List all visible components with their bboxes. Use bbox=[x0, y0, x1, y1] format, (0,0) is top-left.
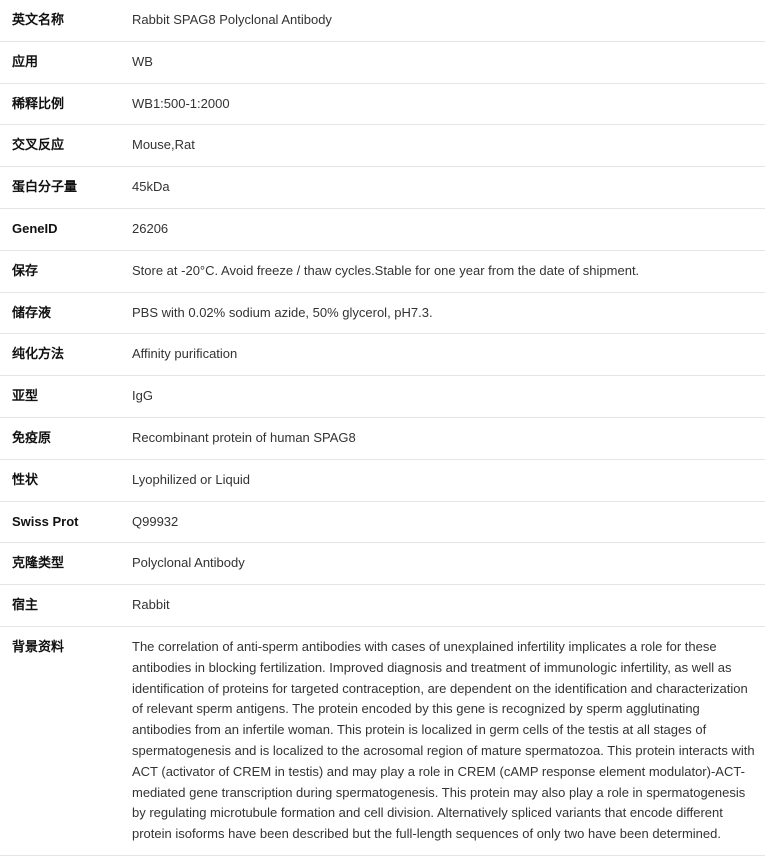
spec-value: Recombinant protein of human SPAG8 bbox=[120, 417, 765, 459]
spec-value: Mouse,Rat bbox=[120, 125, 765, 167]
spec-value: Lyophilized or Liquid bbox=[120, 459, 765, 501]
spec-label: 背景资料 bbox=[0, 626, 120, 855]
table-row: 性状Lyophilized or Liquid bbox=[0, 459, 765, 501]
spec-value: Affinity purification bbox=[120, 334, 765, 376]
table-row: 英文名称Rabbit SPAG8 Polyclonal Antibody bbox=[0, 0, 765, 41]
table-row: 蛋白分子量45kDa bbox=[0, 167, 765, 209]
spec-value: 26206 bbox=[120, 208, 765, 250]
spec-value: Polyclonal Antibody bbox=[120, 543, 765, 585]
spec-label: 宿主 bbox=[0, 585, 120, 627]
spec-label: 性状 bbox=[0, 459, 120, 501]
spec-label: 克隆类型 bbox=[0, 543, 120, 585]
spec-value: WB bbox=[120, 41, 765, 83]
spec-label: 纯化方法 bbox=[0, 334, 120, 376]
table-row: 交叉反应Mouse,Rat bbox=[0, 125, 765, 167]
spec-value: Rabbit SPAG8 Polyclonal Antibody bbox=[120, 0, 765, 41]
product-spec-table: 英文名称Rabbit SPAG8 Polyclonal Antibody应用WB… bbox=[0, 0, 765, 856]
spec-label: 储存液 bbox=[0, 292, 120, 334]
spec-label: Swiss Prot bbox=[0, 501, 120, 543]
table-row: 应用WB bbox=[0, 41, 765, 83]
spec-value: IgG bbox=[120, 376, 765, 418]
spec-label: GeneID bbox=[0, 208, 120, 250]
spec-label: 蛋白分子量 bbox=[0, 167, 120, 209]
table-row: Swiss ProtQ99932 bbox=[0, 501, 765, 543]
spec-label: 保存 bbox=[0, 250, 120, 292]
spec-value: PBS with 0.02% sodium azide, 50% glycero… bbox=[120, 292, 765, 334]
table-row: 稀释比例WB1:500-1:2000 bbox=[0, 83, 765, 125]
table-row: 储存液PBS with 0.02% sodium azide, 50% glyc… bbox=[0, 292, 765, 334]
table-row: GeneID26206 bbox=[0, 208, 765, 250]
table-row: 宿主Rabbit bbox=[0, 585, 765, 627]
spec-value: WB1:500-1:2000 bbox=[120, 83, 765, 125]
spec-value: Store at -20°C. Avoid freeze / thaw cycl… bbox=[120, 250, 765, 292]
spec-value: Q99932 bbox=[120, 501, 765, 543]
spec-label: 交叉反应 bbox=[0, 125, 120, 167]
table-row: 纯化方法Affinity purification bbox=[0, 334, 765, 376]
spec-label: 英文名称 bbox=[0, 0, 120, 41]
spec-value: 45kDa bbox=[120, 167, 765, 209]
table-row: 免疫原Recombinant protein of human SPAG8 bbox=[0, 417, 765, 459]
spec-tbody: 英文名称Rabbit SPAG8 Polyclonal Antibody应用WB… bbox=[0, 0, 765, 855]
table-row: 保存Store at -20°C. Avoid freeze / thaw cy… bbox=[0, 250, 765, 292]
spec-label: 应用 bbox=[0, 41, 120, 83]
table-row: 克隆类型Polyclonal Antibody bbox=[0, 543, 765, 585]
spec-label: 免疫原 bbox=[0, 417, 120, 459]
spec-value: Rabbit bbox=[120, 585, 765, 627]
table-row: 亚型IgG bbox=[0, 376, 765, 418]
spec-label: 稀释比例 bbox=[0, 83, 120, 125]
table-row: 背景资料The correlation of anti-sperm antibo… bbox=[0, 626, 765, 855]
spec-value: The correlation of anti-sperm antibodies… bbox=[120, 626, 765, 855]
spec-label: 亚型 bbox=[0, 376, 120, 418]
